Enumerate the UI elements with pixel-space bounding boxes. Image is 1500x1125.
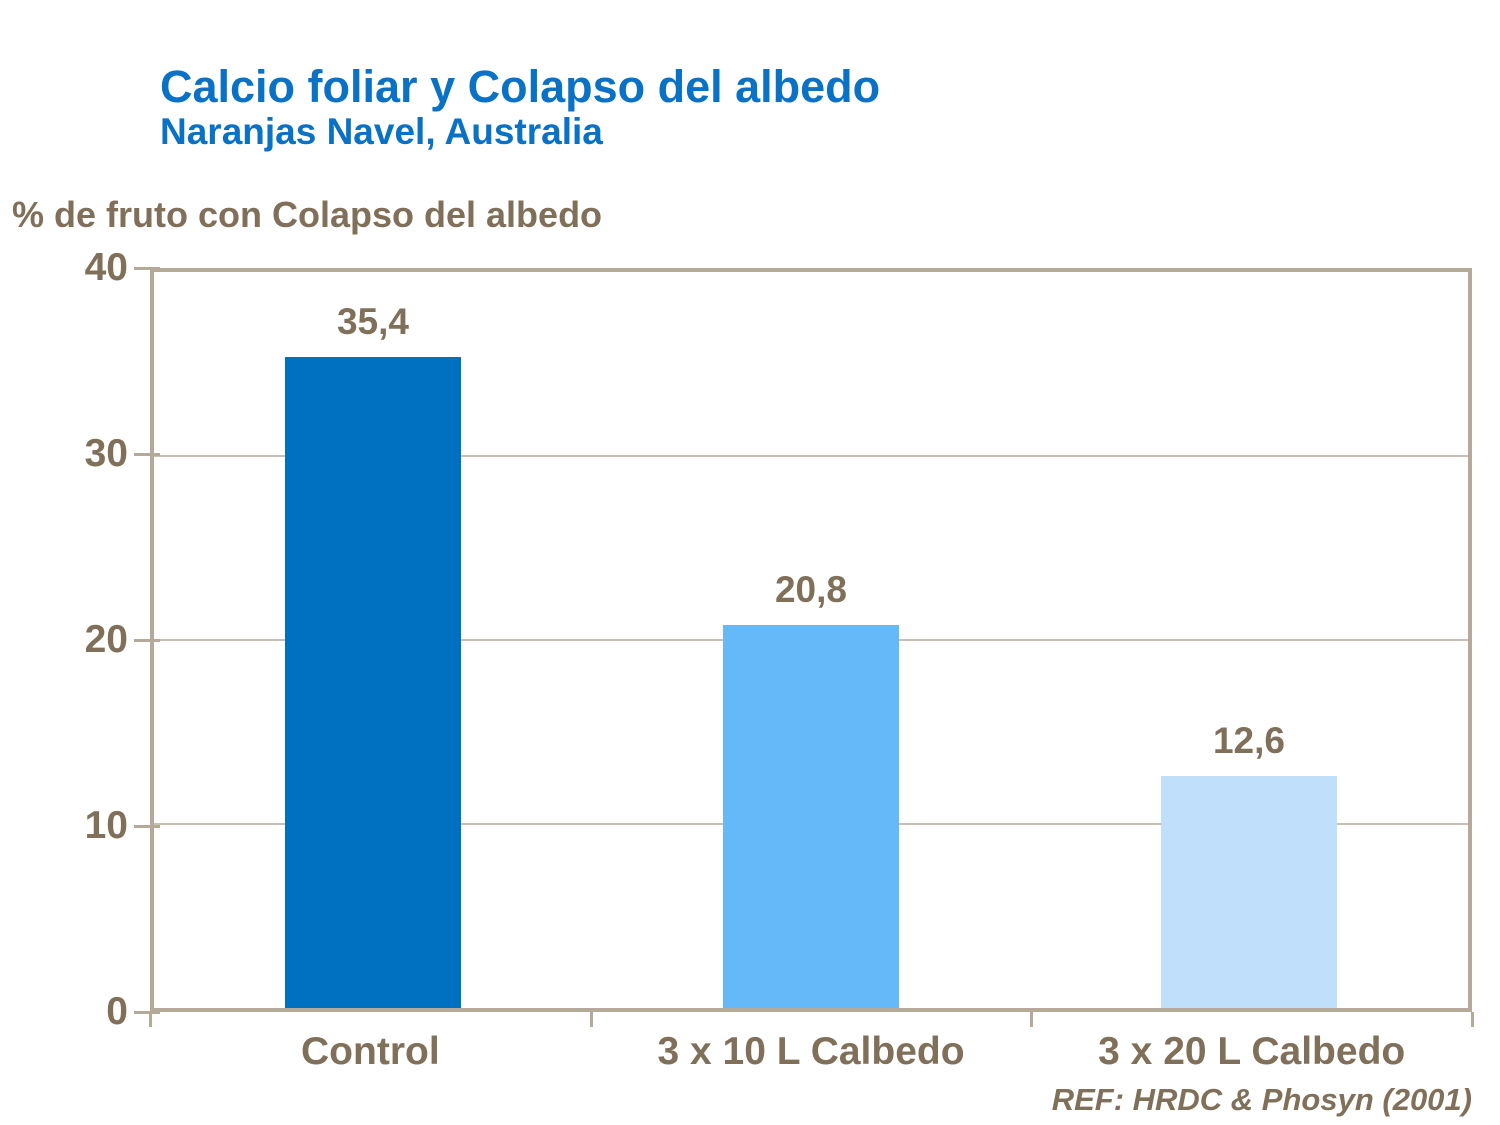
y-tick-label-20: 20 xyxy=(84,618,128,661)
bar-value-label-2: 12,6 xyxy=(1212,720,1285,762)
y-tick-label-10: 10 xyxy=(84,804,128,847)
x-category-label-0: Control xyxy=(301,1030,440,1073)
chart-header: Calcio foliar y Colapso del albedo Naran… xyxy=(160,61,881,153)
y-axis-title: % de fruto con Colapso del albedo xyxy=(12,194,603,235)
y-tick-mark-40 xyxy=(134,267,160,270)
reference-note: REF: HRDC & Phosyn (2001) xyxy=(1051,1082,1472,1117)
x-tick-mark-3 xyxy=(1471,1012,1474,1027)
bar-value-label-1: 20,8 xyxy=(774,569,847,611)
category-slot-1: 20,8 xyxy=(592,272,1030,1008)
gridline-30 xyxy=(154,455,1468,457)
x-tick-mark-2 xyxy=(1030,1012,1034,1027)
x-axis-ticks xyxy=(149,1012,1474,1027)
chart-title: Calcio foliar y Colapso del albedo xyxy=(160,61,881,112)
y-axis-ticks xyxy=(134,267,160,1014)
category-slot-0: 35,4 xyxy=(154,272,592,1008)
y-tick-label-30: 30 xyxy=(84,432,128,475)
y-tick-label-0: 0 xyxy=(106,990,128,1033)
category-slot-2: 12,6 xyxy=(1030,272,1468,1008)
x-tick-mark-1 xyxy=(589,1012,593,1027)
y-tick-mark-0 xyxy=(134,1011,160,1014)
bar-2 xyxy=(1161,776,1337,1008)
bar-value-label-0: 35,4 xyxy=(336,300,409,342)
x-category-label-2: 3 x 20 L Calbedo xyxy=(1098,1030,1406,1073)
x-category-label-1: 3 x 10 L Calbedo xyxy=(657,1030,965,1073)
x-axis-labels: Control 3 x 10 L Calbedo 3 x 20 L Calbedo xyxy=(150,1030,1472,1074)
bar-0 xyxy=(285,356,461,1008)
y-tick-mark-20 xyxy=(134,639,160,642)
plot-area: 35,4 20,8 12,6 xyxy=(150,268,1472,1012)
bar-1 xyxy=(723,625,899,1008)
y-tick-mark-30 xyxy=(134,453,160,456)
x-tick-mark-0 xyxy=(149,1012,152,1027)
y-axis-labels: 0 10 20 30 40 xyxy=(0,246,128,1033)
chart-subtitle: Naranjas Navel, Australia xyxy=(160,111,603,153)
y-tick-label-40: 40 xyxy=(84,246,128,289)
y-tick-mark-10 xyxy=(134,825,160,828)
bars-layer: 35,4 20,8 12,6 xyxy=(154,272,1468,1008)
